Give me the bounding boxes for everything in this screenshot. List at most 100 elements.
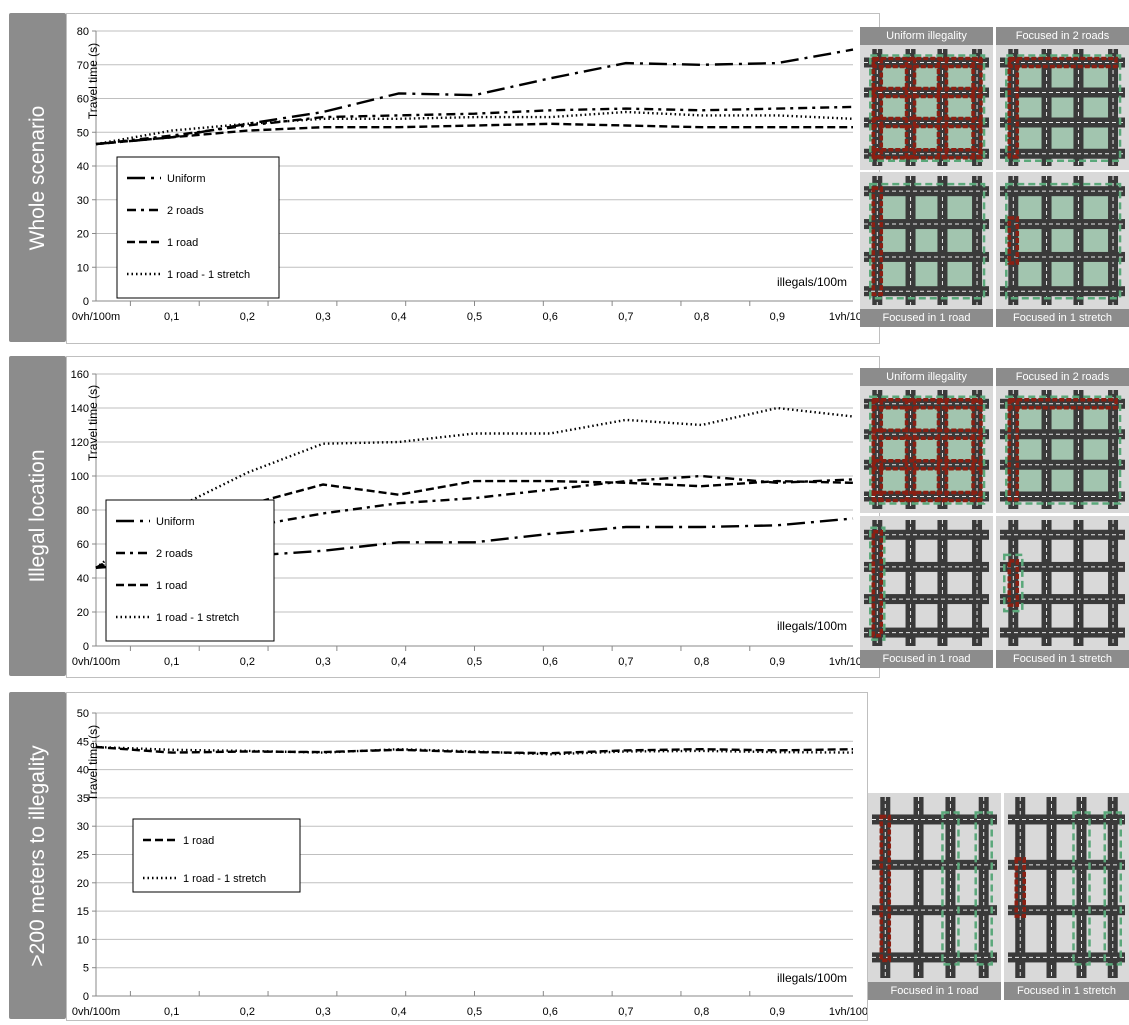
road xyxy=(872,814,997,825)
x-axis-title: illegals/100m xyxy=(777,275,847,289)
travel-time-chart: 0 5 10 15 20 25 30 35 40 45 50 0vh/100m 0,1 0,2 0,3 0,4… xyxy=(72,708,877,1018)
x-tick-label: 0,1 xyxy=(164,656,179,668)
legend-label: 2 roads xyxy=(156,548,193,560)
x-tick-label: 0,8 xyxy=(694,656,709,668)
road xyxy=(1000,398,1125,409)
road-grid-diagram xyxy=(1000,176,1125,305)
measured-zone xyxy=(941,811,960,966)
illegal-parking-zone xyxy=(872,56,982,69)
road xyxy=(864,459,989,470)
x-tick-label: 0,8 xyxy=(694,311,709,323)
travel-time-chart: 0 10 20 30 40 50 60 70 80 0vh/100m 0,1 0,2 0,3 0,4 0,5… xyxy=(72,26,877,323)
road xyxy=(880,797,891,978)
thumbnail: Focused in 1 stretch xyxy=(1004,793,1129,1000)
series-line-1-road-1-stretch xyxy=(95,745,854,756)
illegal-parking-zone xyxy=(872,428,982,441)
affected-area xyxy=(1009,58,1118,158)
measured-zone xyxy=(1005,395,1122,505)
y-tick-label: 120 xyxy=(71,437,89,449)
illegal-parking-zone xyxy=(1008,56,1118,69)
road xyxy=(1000,117,1125,128)
illegal-parking-zone xyxy=(1014,857,1026,918)
legend-box xyxy=(132,818,301,893)
y-tick-label: 40 xyxy=(77,161,89,173)
chart-box: 0 20 40 60 80 100 120 140 160 0vh/100m 0,1 0,2 0,3 0,… xyxy=(66,356,880,678)
travel-time-chart: 0 20 40 60 80 100 120 140 160 0vh/100m 0,1 0,2 0,3 0,… xyxy=(71,369,878,668)
y-tick-label: 60 xyxy=(77,539,89,551)
road xyxy=(864,87,989,98)
x-tick-label: 0,8 xyxy=(694,1006,709,1018)
measured-zone xyxy=(1103,811,1122,966)
legend-label: 1 road - 1 stretch xyxy=(183,873,266,885)
side-label: >200 meters to illegality xyxy=(25,744,49,967)
illegal-parking-zone xyxy=(1008,398,1118,410)
road xyxy=(1000,429,1125,440)
illegal-parking-zone xyxy=(872,116,982,129)
x-tick-label: 0,5 xyxy=(467,1006,482,1018)
x-tick-label: 0,9 xyxy=(770,656,785,668)
x-tick-label: 0,3 xyxy=(315,311,330,323)
thumbnail: Focused in 2 roads xyxy=(996,368,1129,513)
x-tick-label: 0,7 xyxy=(618,656,633,668)
road xyxy=(1000,148,1125,159)
panel-illegal-location: Illegal location 0 20 40 60 80 100 120 140 160 0v… xyxy=(0,346,1129,678)
measured-zone xyxy=(869,526,886,641)
road xyxy=(864,594,989,605)
road xyxy=(1000,219,1125,230)
y-tick-label: 10 xyxy=(77,934,89,946)
illegal-parking-zone xyxy=(872,86,982,99)
legend-label: 1 road xyxy=(156,580,187,592)
measured-zone xyxy=(1072,811,1091,966)
y-tick-label: 80 xyxy=(77,505,89,517)
y-axis-title: Travel time (s) xyxy=(86,385,100,461)
series-line-uniform xyxy=(95,517,854,569)
thumbnail: Focused in 1 road xyxy=(860,172,993,327)
y-tick-label: 10 xyxy=(77,262,89,274)
y-tick-label: 15 xyxy=(77,906,89,918)
y-tick-label: 20 xyxy=(77,878,89,890)
road xyxy=(1015,797,1026,978)
affected-area xyxy=(873,399,982,501)
affected-area xyxy=(873,58,982,158)
thumbnail-caption: Focused in 1 stretch xyxy=(996,650,1129,668)
road xyxy=(1000,459,1125,470)
legend-label: 1 road - 1 stretch xyxy=(167,269,250,281)
x-tick-label: 0,9 xyxy=(770,1006,785,1018)
measured-zone xyxy=(869,182,986,300)
x-tick-label: 0,5 xyxy=(467,311,482,323)
thumbnail: Focused in 2 roads xyxy=(996,27,1129,170)
thumbnail: Focused in 1 road xyxy=(860,516,993,668)
road xyxy=(1000,87,1125,98)
measured-zone xyxy=(974,811,993,966)
thumbnail: Focused in 1 stretch xyxy=(996,172,1129,327)
thumbnail: Focused in 1 stretch xyxy=(996,516,1129,668)
side-label-bar: Whole scenario xyxy=(9,13,66,342)
road xyxy=(1000,186,1125,197)
y-tick-label: 140 xyxy=(71,403,89,415)
y-tick-label: 30 xyxy=(77,821,89,833)
road xyxy=(864,286,989,297)
panel-whole-scenario: Whole scenario 0 10 20 30 40 50 60 70 80 0vh/100m… xyxy=(0,0,1129,344)
x-tick-label: 0,6 xyxy=(543,1006,558,1018)
legend-label: 1 road xyxy=(167,237,198,249)
x-tick-label: 0,4 xyxy=(391,656,406,668)
x-tick-label: 0vh/100m xyxy=(72,656,120,668)
x-tick-label: 0,4 xyxy=(391,1006,406,1018)
measured-zone xyxy=(1005,54,1122,162)
y-tick-label: 0 xyxy=(83,296,89,308)
x-tick-label: 0,4 xyxy=(391,311,406,323)
illegal-parking-zone xyxy=(872,148,982,160)
legend-box xyxy=(116,156,280,299)
legend-label: 1 road xyxy=(183,835,214,847)
road xyxy=(1000,561,1125,572)
side-label: Whole scenario xyxy=(25,105,49,250)
x-tick-label: 0,7 xyxy=(618,1006,633,1018)
x-tick-label: 0,5 xyxy=(467,656,482,668)
y-tick-label: 100 xyxy=(71,471,89,483)
series-line-2-roads xyxy=(95,474,854,569)
y-tick-label: 30 xyxy=(77,195,89,207)
road xyxy=(1000,286,1125,297)
y-tick-label: 25 xyxy=(77,850,89,862)
road xyxy=(1107,797,1118,978)
thumbnail-caption: Focused in 2 roads xyxy=(996,27,1129,45)
